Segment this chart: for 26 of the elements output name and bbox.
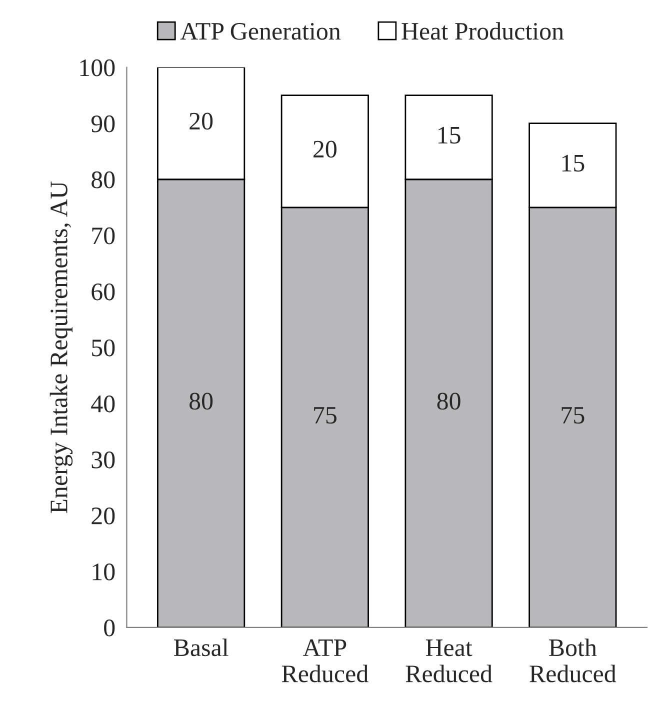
data-label: 80 <box>437 392 460 410</box>
data-label: 20 <box>190 112 213 130</box>
y-tick-label: 80 <box>92 171 115 188</box>
y-tick-label: 20 <box>92 507 115 524</box>
data-label: 20 <box>314 140 336 158</box>
y-tick-label: 30 <box>92 451 115 468</box>
y-tick-label: 100 <box>80 59 115 76</box>
legend-label: ATP Generation <box>180 22 341 40</box>
x-tick-label: ATP Reduced <box>282 639 368 682</box>
legend-label: Heat Production <box>402 22 564 40</box>
data-label: 15 <box>438 126 460 144</box>
y-tick-label: 0 <box>104 620 115 636</box>
data-label: 75 <box>314 407 336 424</box>
y-tick-label: 50 <box>92 339 115 356</box>
data-label: 15 <box>562 154 584 172</box>
y-axis-title: Energy Intake Requirements, AU <box>50 182 73 514</box>
y-tick-label: 40 <box>91 395 115 412</box>
x-tick-label: Heat Reduced <box>406 640 492 682</box>
y-tick-label: 10 <box>92 564 115 580</box>
y-tick-label: 70 <box>92 227 115 244</box>
y-tick-label: 90 <box>91 115 115 132</box>
data-label: 75 <box>562 407 584 424</box>
data-label: 80 <box>190 392 213 410</box>
y-tick-label: 60 <box>92 283 115 300</box>
x-tick-label: Basal <box>174 638 228 656</box>
x-tick-label: Both Reduced <box>530 638 616 682</box>
